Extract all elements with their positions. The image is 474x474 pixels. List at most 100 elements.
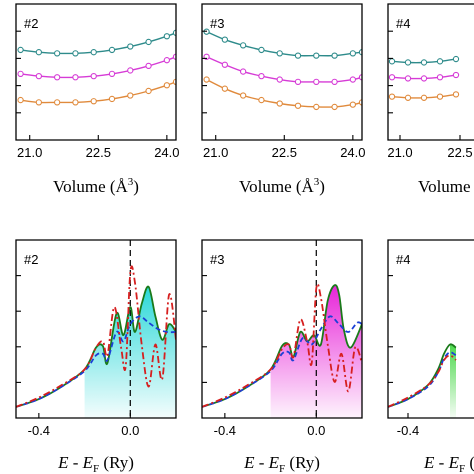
series-line xyxy=(16,265,176,408)
data-point xyxy=(72,74,79,81)
data-point xyxy=(349,101,357,108)
series-line xyxy=(388,354,457,408)
data-point xyxy=(349,76,357,83)
data-point xyxy=(203,76,210,83)
x-tick-label: -0.4 xyxy=(397,423,419,438)
data-point xyxy=(388,93,396,100)
x-tick-label: 21.0 xyxy=(17,145,42,160)
series-line xyxy=(206,56,362,83)
data-point xyxy=(221,85,229,92)
panel-label: #3 xyxy=(210,16,224,31)
data-point xyxy=(258,46,265,54)
plot-area xyxy=(203,28,362,111)
x-tick-label: -0.4 xyxy=(214,423,236,438)
data-point xyxy=(331,78,338,85)
panel-label: #4 xyxy=(396,252,410,267)
series-line xyxy=(388,343,457,408)
data-point xyxy=(313,52,320,59)
data-point xyxy=(420,59,428,66)
data-point xyxy=(53,99,61,106)
data-point xyxy=(17,96,24,104)
series-line xyxy=(202,282,362,408)
data-point xyxy=(72,99,79,106)
axis-titles: Volume (Å3) Volume (Å3) Volume (Å3) E - … xyxy=(53,176,474,474)
data-point xyxy=(436,58,444,65)
x-tick-label: 0.0 xyxy=(121,423,139,438)
data-point xyxy=(420,94,428,101)
data-point xyxy=(127,43,134,50)
energy-axis-title: E - EF (Ry) xyxy=(243,453,320,474)
data-point xyxy=(404,75,412,82)
x-tick-label: 21.0 xyxy=(203,145,228,160)
data-point xyxy=(313,78,320,85)
data-point xyxy=(276,100,283,107)
data-point xyxy=(404,59,412,66)
plot-area xyxy=(202,240,362,418)
plot-area xyxy=(17,29,176,106)
data-point xyxy=(294,78,302,85)
volume-axis-title: Volume (Å3) xyxy=(239,176,325,196)
chart-panel: 21.0 22.5 24.0 #3 xyxy=(201,3,366,160)
data-point xyxy=(17,46,24,54)
x-tick-label: -0.4 xyxy=(28,423,50,438)
plot-frame xyxy=(387,3,474,141)
data-point xyxy=(388,74,396,81)
data-point xyxy=(35,99,43,106)
data-point xyxy=(436,74,444,81)
chart-panel: -0.4 0.0 #2 xyxy=(15,239,177,438)
data-point xyxy=(404,94,412,101)
chart-panel: 21.0 22.5 #4 xyxy=(387,3,474,160)
data-point xyxy=(258,72,265,80)
energy-axis-title: E - EF (Ry) xyxy=(423,453,474,474)
data-point xyxy=(53,50,61,57)
x-tick-label: 21.0 xyxy=(387,145,412,160)
plot-area xyxy=(388,55,460,101)
panel-label: #2 xyxy=(24,16,38,31)
dos-fill-area xyxy=(450,344,456,418)
data-point xyxy=(258,96,265,104)
data-point xyxy=(35,72,43,80)
data-point xyxy=(276,50,283,57)
data-point xyxy=(349,50,357,57)
data-point xyxy=(108,95,116,103)
chart-panel: -0.4 0.0 #3 xyxy=(201,239,363,438)
series-line xyxy=(20,56,176,79)
x-tick-label: 0.0 xyxy=(307,423,325,438)
series-line xyxy=(206,31,362,57)
plot-area xyxy=(16,240,176,418)
data-point xyxy=(163,57,171,64)
volume-axis-title: Volume (Å3) xyxy=(53,176,139,196)
series-line xyxy=(20,32,176,55)
data-point xyxy=(53,74,61,81)
plot-area xyxy=(388,343,457,418)
data-point xyxy=(90,98,97,105)
data-point xyxy=(221,61,229,68)
data-point xyxy=(452,71,460,79)
data-point xyxy=(17,70,24,78)
panel-label: #4 xyxy=(396,16,410,31)
series-line xyxy=(388,351,457,408)
data-point xyxy=(108,70,116,78)
volume-axis-title: Volume (Å3) xyxy=(418,176,474,196)
data-point xyxy=(145,62,152,70)
x-tick-label: 22.5 xyxy=(272,145,297,160)
panels: 21.0 22.5 24.0 #2 21.0 22.5 24.0 #3 21.0 22.5#4 -0… xyxy=(15,3,474,438)
data-point xyxy=(127,92,134,99)
x-tick-label: 24.0 xyxy=(340,145,365,160)
plot-frame xyxy=(201,239,363,419)
data-point xyxy=(452,91,460,98)
data-point xyxy=(239,68,247,75)
x-tick-label: 22.5 xyxy=(86,145,111,160)
data-point xyxy=(108,46,116,54)
data-point xyxy=(90,72,97,80)
data-point xyxy=(294,52,302,59)
plot-frame xyxy=(201,3,363,141)
x-tick-label: 24.0 xyxy=(154,145,179,160)
plot-frame xyxy=(387,239,474,419)
data-point xyxy=(163,33,171,40)
series-line xyxy=(206,78,362,108)
data-point xyxy=(145,38,152,46)
data-point xyxy=(452,55,460,63)
energy-axis-title: E - EF (Ry) xyxy=(57,453,134,474)
data-point xyxy=(294,102,302,109)
